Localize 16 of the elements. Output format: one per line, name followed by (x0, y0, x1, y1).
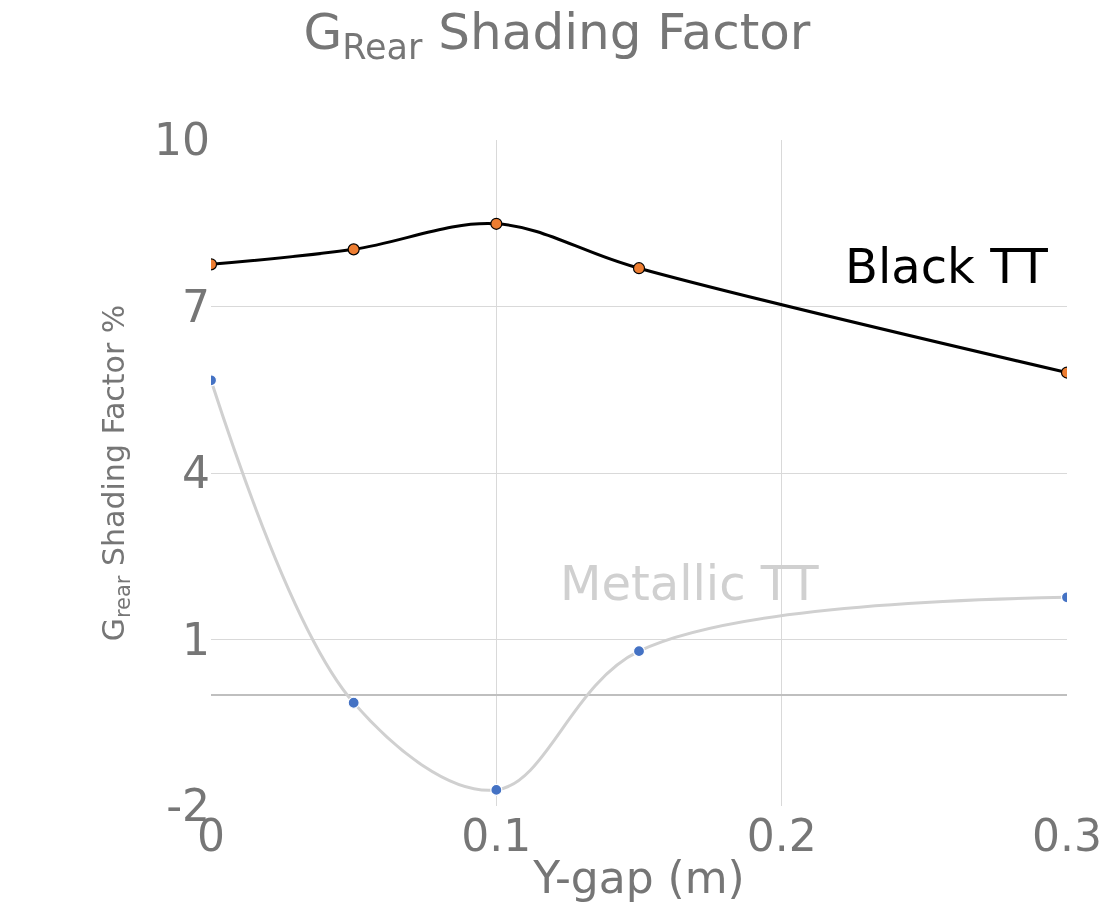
series-label: Black TT (845, 238, 1049, 294)
y-tick-label: 7 (182, 280, 210, 332)
x-tick-label: 0.1 (461, 810, 532, 861)
x-axis-title: Y-gap (m) (532, 852, 745, 904)
y-tick-label: 1 (182, 613, 210, 665)
y-tick-label: 10 (154, 114, 210, 166)
x-tick-label: 0.3 (1032, 810, 1102, 861)
point (632, 645, 646, 658)
point (490, 217, 503, 230)
x-tick-label: 0.2 (746, 810, 817, 861)
point (347, 696, 360, 709)
point (632, 262, 646, 275)
y-tick-label: 4 (182, 447, 210, 499)
chart-title: G$_{Rear}$ Shading Factor (303, 2, 811, 68)
point (490, 783, 503, 797)
point (347, 243, 360, 256)
